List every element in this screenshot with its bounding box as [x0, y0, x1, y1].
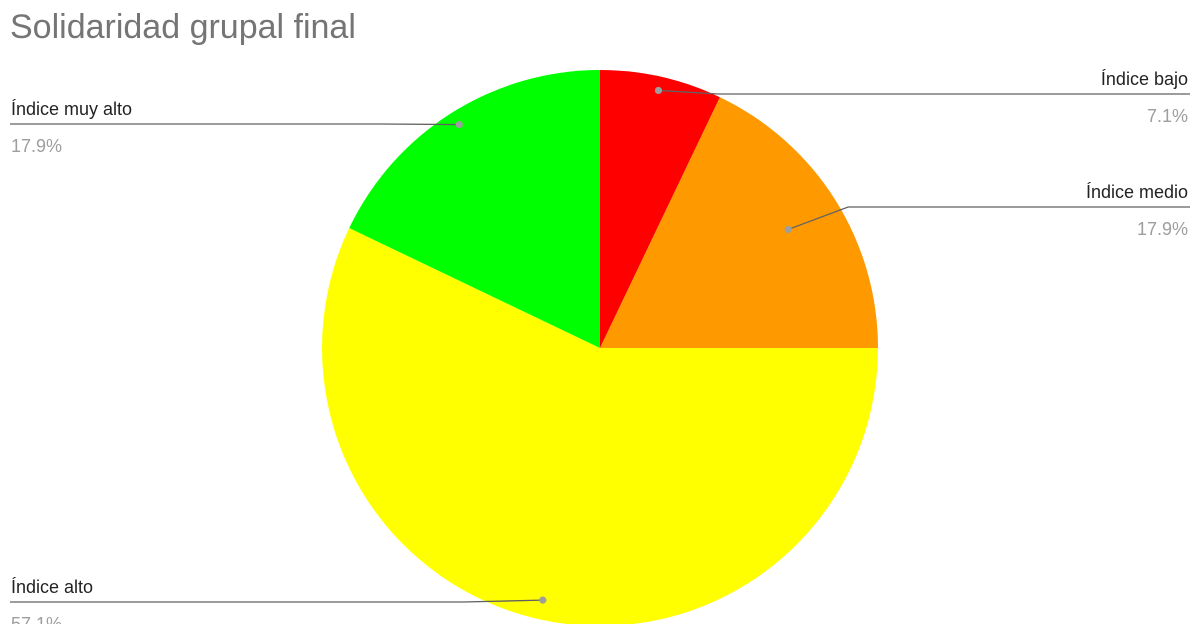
- pie-labels: Índice bajo 7.1% Índice medio 17.9% Índice a…: [10, 69, 1190, 624]
- leader-line-indice-muy-alto: [10, 123, 460, 126]
- leader-dot-indice-bajo: [654, 86, 663, 95]
- slice-indice-alto: [322, 228, 878, 624]
- slice-indice-bajo: [600, 70, 720, 348]
- leader-dot-indice-medio: [784, 225, 792, 234]
- slice-value-indice-muy-alto: 17.9%: [11, 136, 62, 156]
- slice-label-indice-muy-alto: Índice muy alto: [11, 99, 132, 119]
- leader-line-indice-medio: [787, 206, 1190, 231]
- slice-value-indice-medio: 17.9%: [1137, 219, 1188, 239]
- leader-dot-indice-muy-alto: [455, 120, 463, 129]
- slice-value-indice-bajo: 7.1%: [1147, 106, 1188, 126]
- slice-label-indice-alto: Índice alto: [11, 577, 93, 597]
- slice-indice-medio: [600, 97, 878, 348]
- slice-label-indice-medio: Índice medio: [1086, 182, 1188, 202]
- leader-line-indice-bajo: [658, 89, 1190, 95]
- pie-slices: [322, 70, 878, 624]
- leader-dot-indice-alto: [539, 596, 547, 604]
- slice-label-indice-bajo: Índice bajo: [1101, 69, 1188, 89]
- slice-indice-muy-alto: [349, 70, 600, 348]
- leader-line-indice-alto: [10, 599, 543, 603]
- chart-title: Solidaridad grupal final: [10, 8, 356, 46]
- slice-value-indice-alto: 57.1%: [11, 614, 62, 624]
